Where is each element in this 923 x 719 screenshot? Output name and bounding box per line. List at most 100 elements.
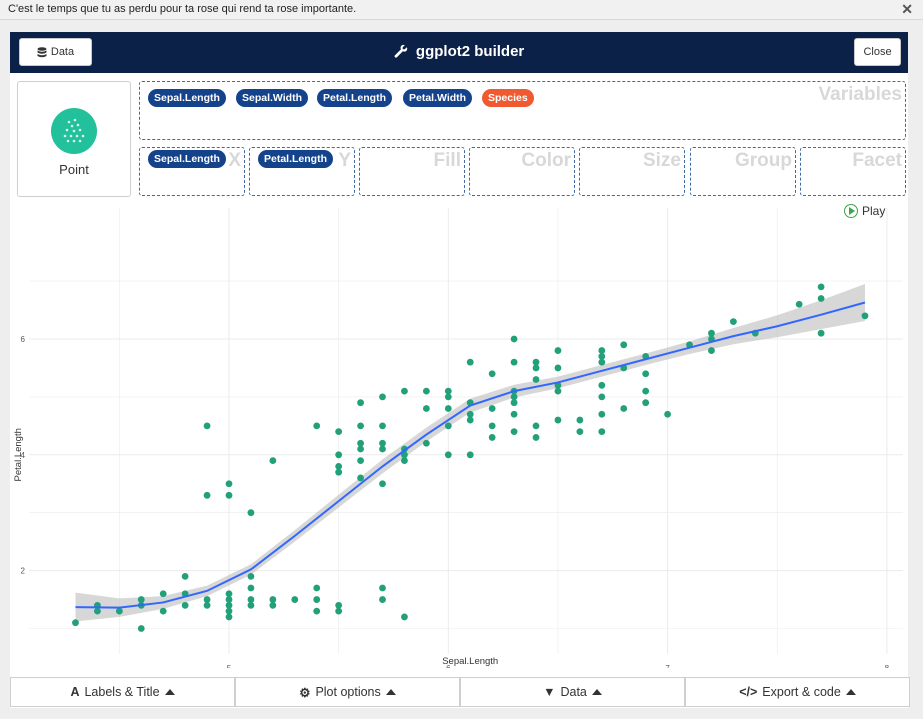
- smooth-line: [75, 301, 866, 609]
- data-point: [554, 347, 562, 354]
- notification-bar: C'est le temps que tu as perdu pour ta r…: [0, 0, 923, 20]
- notification-message: C'est le temps que tu as perdu pour ta r…: [8, 3, 357, 15]
- variable-pill-sepal-length[interactable]: Sepal.Length: [148, 89, 226, 107]
- tab-export-code[interactable]: </> Export & code: [685, 677, 910, 707]
- confidence-band: [75, 283, 865, 622]
- variable-pill-petal-length[interactable]: Petal.Length: [317, 89, 393, 107]
- data-point: [510, 393, 518, 401]
- data-point: [488, 405, 496, 412]
- scatter-plot-icon: [51, 108, 97, 154]
- data-point: [532, 422, 540, 430]
- tab-data[interactable]: ▼ Data: [460, 677, 685, 707]
- font-icon: A: [70, 685, 80, 699]
- data-point: [510, 428, 518, 436]
- data-point: [225, 596, 233, 603]
- play-circle-icon: [844, 204, 858, 218]
- dropzone-color[interactable]: Color: [469, 147, 575, 196]
- data-point: [444, 405, 452, 412]
- data-point: [510, 358, 518, 366]
- data-point: [510, 410, 518, 418]
- data-point: [598, 352, 606, 360]
- caret-up-icon: [385, 689, 396, 695]
- data-point: [291, 596, 299, 603]
- variables-dropzone[interactable]: Variables Sepal.Length Sepal.Width Petal.L…: [139, 81, 906, 140]
- data-point: [598, 358, 606, 366]
- close-notification-icon[interactable]: ✕: [901, 1, 913, 17]
- geom-label: Point: [59, 162, 89, 177]
- data-point: [357, 457, 364, 464]
- dropzone-group[interactable]: Group: [690, 147, 796, 196]
- data-button[interactable]: Data: [19, 38, 92, 66]
- close-button[interactable]: Close: [854, 38, 901, 66]
- data-point: [598, 381, 606, 389]
- data-point: [401, 387, 408, 395]
- data-point: [861, 312, 869, 320]
- tab-labels-title[interactable]: A Labels & Title: [10, 677, 235, 707]
- data-point: [576, 428, 584, 436]
- modal-title: ggplot2 builder: [10, 43, 908, 60]
- play-button[interactable]: Play: [844, 204, 885, 218]
- y-tick-label: 4: [21, 451, 26, 460]
- data-point: [817, 283, 825, 291]
- y-tick-label: 6: [21, 335, 26, 344]
- data-point: [357, 474, 364, 482]
- variable-pill-species[interactable]: Species: [482, 89, 534, 107]
- data-point: [269, 596, 277, 603]
- x-tick-label: 5: [227, 664, 232, 668]
- mapped-pill-x[interactable]: Sepal.Length: [148, 150, 226, 168]
- data-point: [159, 607, 167, 615]
- data-point: [225, 590, 233, 598]
- play-label: Play: [862, 204, 886, 218]
- caret-up-icon: [591, 689, 602, 695]
- variable-pill-petal-width[interactable]: Petal.Width: [403, 89, 473, 107]
- data-point: [94, 607, 101, 615]
- bottom-toolbar: A Labels & Title ⚙ Plot options ▼ Data </> Expo…: [10, 677, 910, 707]
- dropzone-size[interactable]: Size: [579, 147, 685, 196]
- tab-plot-options[interactable]: ⚙ Plot options: [235, 677, 460, 707]
- data-point: [181, 572, 189, 580]
- data-point: [620, 341, 628, 349]
- dropzone-y[interactable]: Y Petal.Length: [249, 147, 355, 196]
- data-point: [401, 457, 408, 464]
- data-point: [642, 370, 650, 378]
- data-point: [137, 625, 145, 632]
- data-point: [466, 358, 474, 366]
- data-point: [247, 572, 255, 580]
- x-axis-title: Sepal.Length: [442, 656, 498, 667]
- cogs-icon: ⚙: [299, 685, 311, 700]
- dropzone-x[interactable]: X Sepal.Length: [139, 147, 245, 196]
- x-tick-label: 7: [665, 664, 670, 668]
- data-point: [203, 491, 211, 499]
- data-point: [247, 584, 255, 592]
- data-point: [664, 410, 671, 418]
- data-point: [817, 295, 825, 302]
- data-point: [729, 318, 737, 326]
- dropzone-facet[interactable]: Facet: [800, 147, 906, 196]
- data-point: [181, 601, 189, 609]
- data-point: [510, 399, 518, 407]
- data-point: [554, 387, 562, 395]
- dropzone-label-color: Color: [521, 150, 571, 171]
- data-point: [72, 619, 79, 627]
- dropzone-label-fill: Fill: [433, 150, 461, 171]
- dropzone-fill[interactable]: Fill: [359, 147, 465, 196]
- variable-pill-sepal-width[interactable]: Sepal.Width: [236, 89, 308, 107]
- data-point: [357, 422, 364, 430]
- data-point: [203, 601, 211, 609]
- code-icon: </>: [739, 685, 758, 699]
- mapped-pill-y[interactable]: Petal.Length: [258, 150, 334, 168]
- data-point: [247, 601, 255, 609]
- data-point: [225, 480, 233, 488]
- data-point: [335, 428, 343, 436]
- data-point: [598, 393, 606, 401]
- data-point: [357, 439, 364, 447]
- data-point: [510, 335, 518, 343]
- geom-selector[interactable]: Point: [17, 81, 131, 197]
- dropzone-label-x: X: [228, 150, 241, 171]
- data-point: [488, 370, 496, 378]
- data-point: [422, 405, 430, 412]
- data-point: [313, 607, 321, 615]
- data-point: [708, 329, 715, 337]
- data-point: [313, 596, 321, 603]
